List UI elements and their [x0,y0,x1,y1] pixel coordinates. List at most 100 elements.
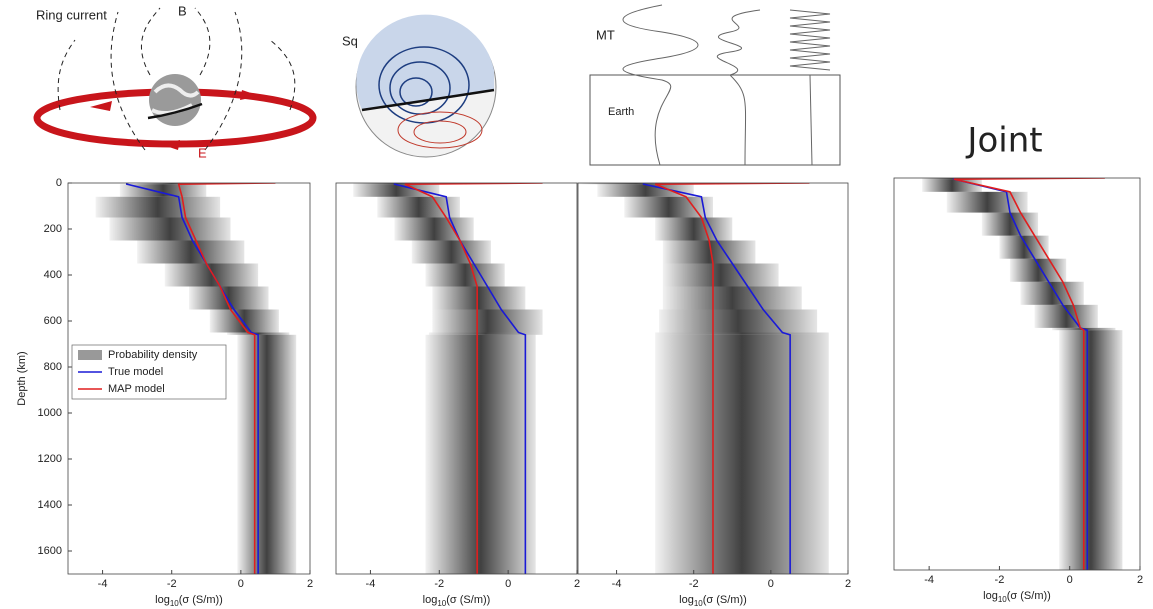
density-cell [1034,304,1098,328]
density-cell [377,196,460,218]
profile-line [393,183,527,574]
density-cell [394,217,474,241]
x-tick-label: -4 [98,578,108,590]
x-tick-label: 2 [1137,574,1143,586]
x-tick-label: 2 [845,578,851,590]
profile-line [177,183,276,574]
density-cell [922,179,982,192]
y-tick-label: 600 [44,315,62,327]
x-tick-label: -2 [434,578,444,590]
x-tick-label: 0 [768,578,774,590]
x-axis-label-part: 10 [694,599,703,608]
mt-illustration: MT Earth [589,4,841,166]
ring-current-illustration: Ring current B E [30,2,320,162]
sq-illustration: Sq [342,14,497,158]
x-axis-label: log10(σ (S/m)) [679,594,747,608]
y-axis-label: Depth (km) [16,351,28,405]
density-cell [662,263,779,287]
x-tick-label: 0 [238,578,244,590]
legend-swatch [78,350,102,360]
annotation: MT [596,27,615,42]
y-tick-label: 1600 [38,545,62,557]
density-cell [95,196,221,218]
x-axis-label-part: log [983,590,998,602]
density-cell [428,332,543,335]
x-tick-label: -4 [924,574,934,586]
density-cell [662,286,802,310]
x-axis-label-part: (σ (S/m)) [179,594,223,606]
plot-area [353,183,543,574]
x-tick-label: 0 [1067,574,1073,586]
y-tick-label: 400 [44,269,62,281]
density-cell [999,235,1049,259]
x-axis-label-part: 10 [170,599,179,608]
density-cell [981,212,1039,236]
y-tick-label: 200 [44,223,62,235]
y-tick-label: 0 [56,177,62,189]
legend-label: MAP model [108,383,165,395]
x-tick-label: -2 [167,578,177,590]
density-cell [578,183,694,185]
x-axis-label-part: log [423,594,438,606]
density-cell [425,334,536,574]
density-cell [164,263,259,287]
y-tick-label: 1000 [38,407,62,419]
x-axis-label-part: log [155,594,170,606]
profile-line [654,183,810,574]
y-tick-label: 1400 [38,499,62,511]
density-cell [137,183,207,185]
density-cell [662,240,756,264]
x-tick-label: 2 [307,578,313,590]
density-cell [655,332,829,335]
profile-line [642,183,791,574]
x-axis-label: log10(σ (S/m)) [983,590,1051,604]
density-cell [209,309,279,333]
y-tick-label: 800 [44,361,62,373]
plot-area [922,178,1123,570]
density-cell [227,332,290,335]
density-cell [655,217,733,241]
x-tick-label: -4 [612,578,622,590]
annotation: Sq [342,33,358,48]
legend-label: True model [108,366,163,378]
density-cell [137,240,245,264]
legend-label: Probability density [108,349,198,361]
x-axis-label-part: (σ (S/m)) [1007,590,1051,602]
annotation: B [178,3,187,18]
x-axis-label-part: 10 [437,599,446,608]
annotation: Ring current [36,7,107,22]
density-cell [659,309,818,333]
density-cell [432,309,543,333]
density-cell [1020,281,1084,305]
plot-frame [67,182,311,575]
density-cell [922,178,982,180]
density-cell [425,263,505,287]
x-axis-label-part: (σ (S/m)) [703,594,747,606]
x-axis-label: log10(σ (S/m)) [155,594,223,608]
x-axis-label: log10(σ (S/m)) [423,594,491,608]
plot-frame [893,177,1141,571]
profile-line [953,178,1105,570]
density-cell [189,286,269,310]
plot-frame [577,182,849,575]
x-axis-label-part: 10 [998,595,1007,604]
annotation: E [198,145,207,160]
density-cell [353,183,440,185]
x-tick-label: -2 [689,578,699,590]
plot-frame [335,182,578,575]
x-axis-label-part: log [679,594,694,606]
x-tick-label: -2 [995,574,1005,586]
profile-line [404,183,543,574]
x-tick-label: 2 [574,578,580,590]
x-tick-label: 0 [505,578,511,590]
chart-title: Joint [965,121,1042,161]
density-cell [1059,330,1123,570]
density-cell [432,286,526,310]
density-cell [237,334,297,574]
x-tick-label: -4 [366,578,376,590]
annotation: Earth [608,106,634,118]
y-tick-label: 1200 [38,453,62,465]
density-cell [1009,258,1067,282]
density-cell [655,334,829,574]
